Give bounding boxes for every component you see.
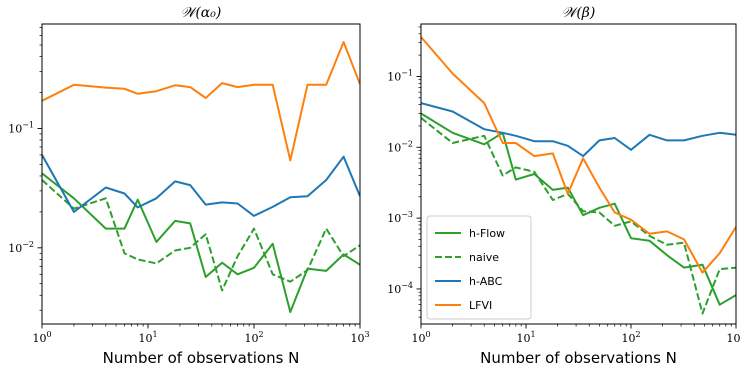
plot-frame <box>420 23 737 325</box>
x-tick-label: 103 <box>726 330 741 345</box>
legend-label: naive <box>469 251 499 264</box>
series-line-h-abc <box>42 154 360 217</box>
legend: h-Flow naive h-ABC LFVI <box>426 215 532 320</box>
chart-title: 𝒲(α₀) <box>181 5 222 21</box>
right-panel: 100 101 102 103 10−4 10−3 10−2 10−1 𝒲(β) Number o… <box>387 5 741 367</box>
series-line-h-flow <box>42 172 360 313</box>
y-tick-label: 10−3 <box>387 210 413 225</box>
legend-label: h-Flow <box>469 227 505 240</box>
x-axis-label: Number of observations N <box>103 349 300 367</box>
series-line-naive <box>42 179 360 292</box>
x-axis-label: Number of observations N <box>480 349 677 367</box>
series-line-h-abc <box>421 102 736 158</box>
x-tick-label: 103 <box>350 330 369 345</box>
legend-label: h-ABC <box>469 275 503 288</box>
legend-box <box>426 215 532 320</box>
series-line-lfvi <box>42 41 360 162</box>
y-tick-label: 10−1 <box>387 68 413 83</box>
x-tick-label: 101 <box>516 330 535 345</box>
x-tick-label: 100 <box>411 330 430 345</box>
plot-frame <box>41 23 361 325</box>
x-tick-label: 102 <box>244 330 263 345</box>
legend-label: LFVI <box>469 299 492 312</box>
y-tick-label: 10−4 <box>387 281 413 296</box>
x-tick-label: 102 <box>621 330 640 345</box>
series-line-lfvi <box>421 36 736 274</box>
series-line-naive <box>421 117 736 315</box>
y-tick-label: 10−2 <box>8 240 34 255</box>
x-tick-label: 101 <box>138 330 157 345</box>
y-tick-label: 10−1 <box>8 120 34 135</box>
y-tick-label: 10−2 <box>387 139 413 154</box>
chart-title: 𝒲(β) <box>562 5 596 21</box>
left-panel: 100 101 102 103 10−2 10−1 𝒲(α₀) Number of obser… <box>8 5 369 367</box>
x-tick-label: 100 <box>32 330 51 345</box>
